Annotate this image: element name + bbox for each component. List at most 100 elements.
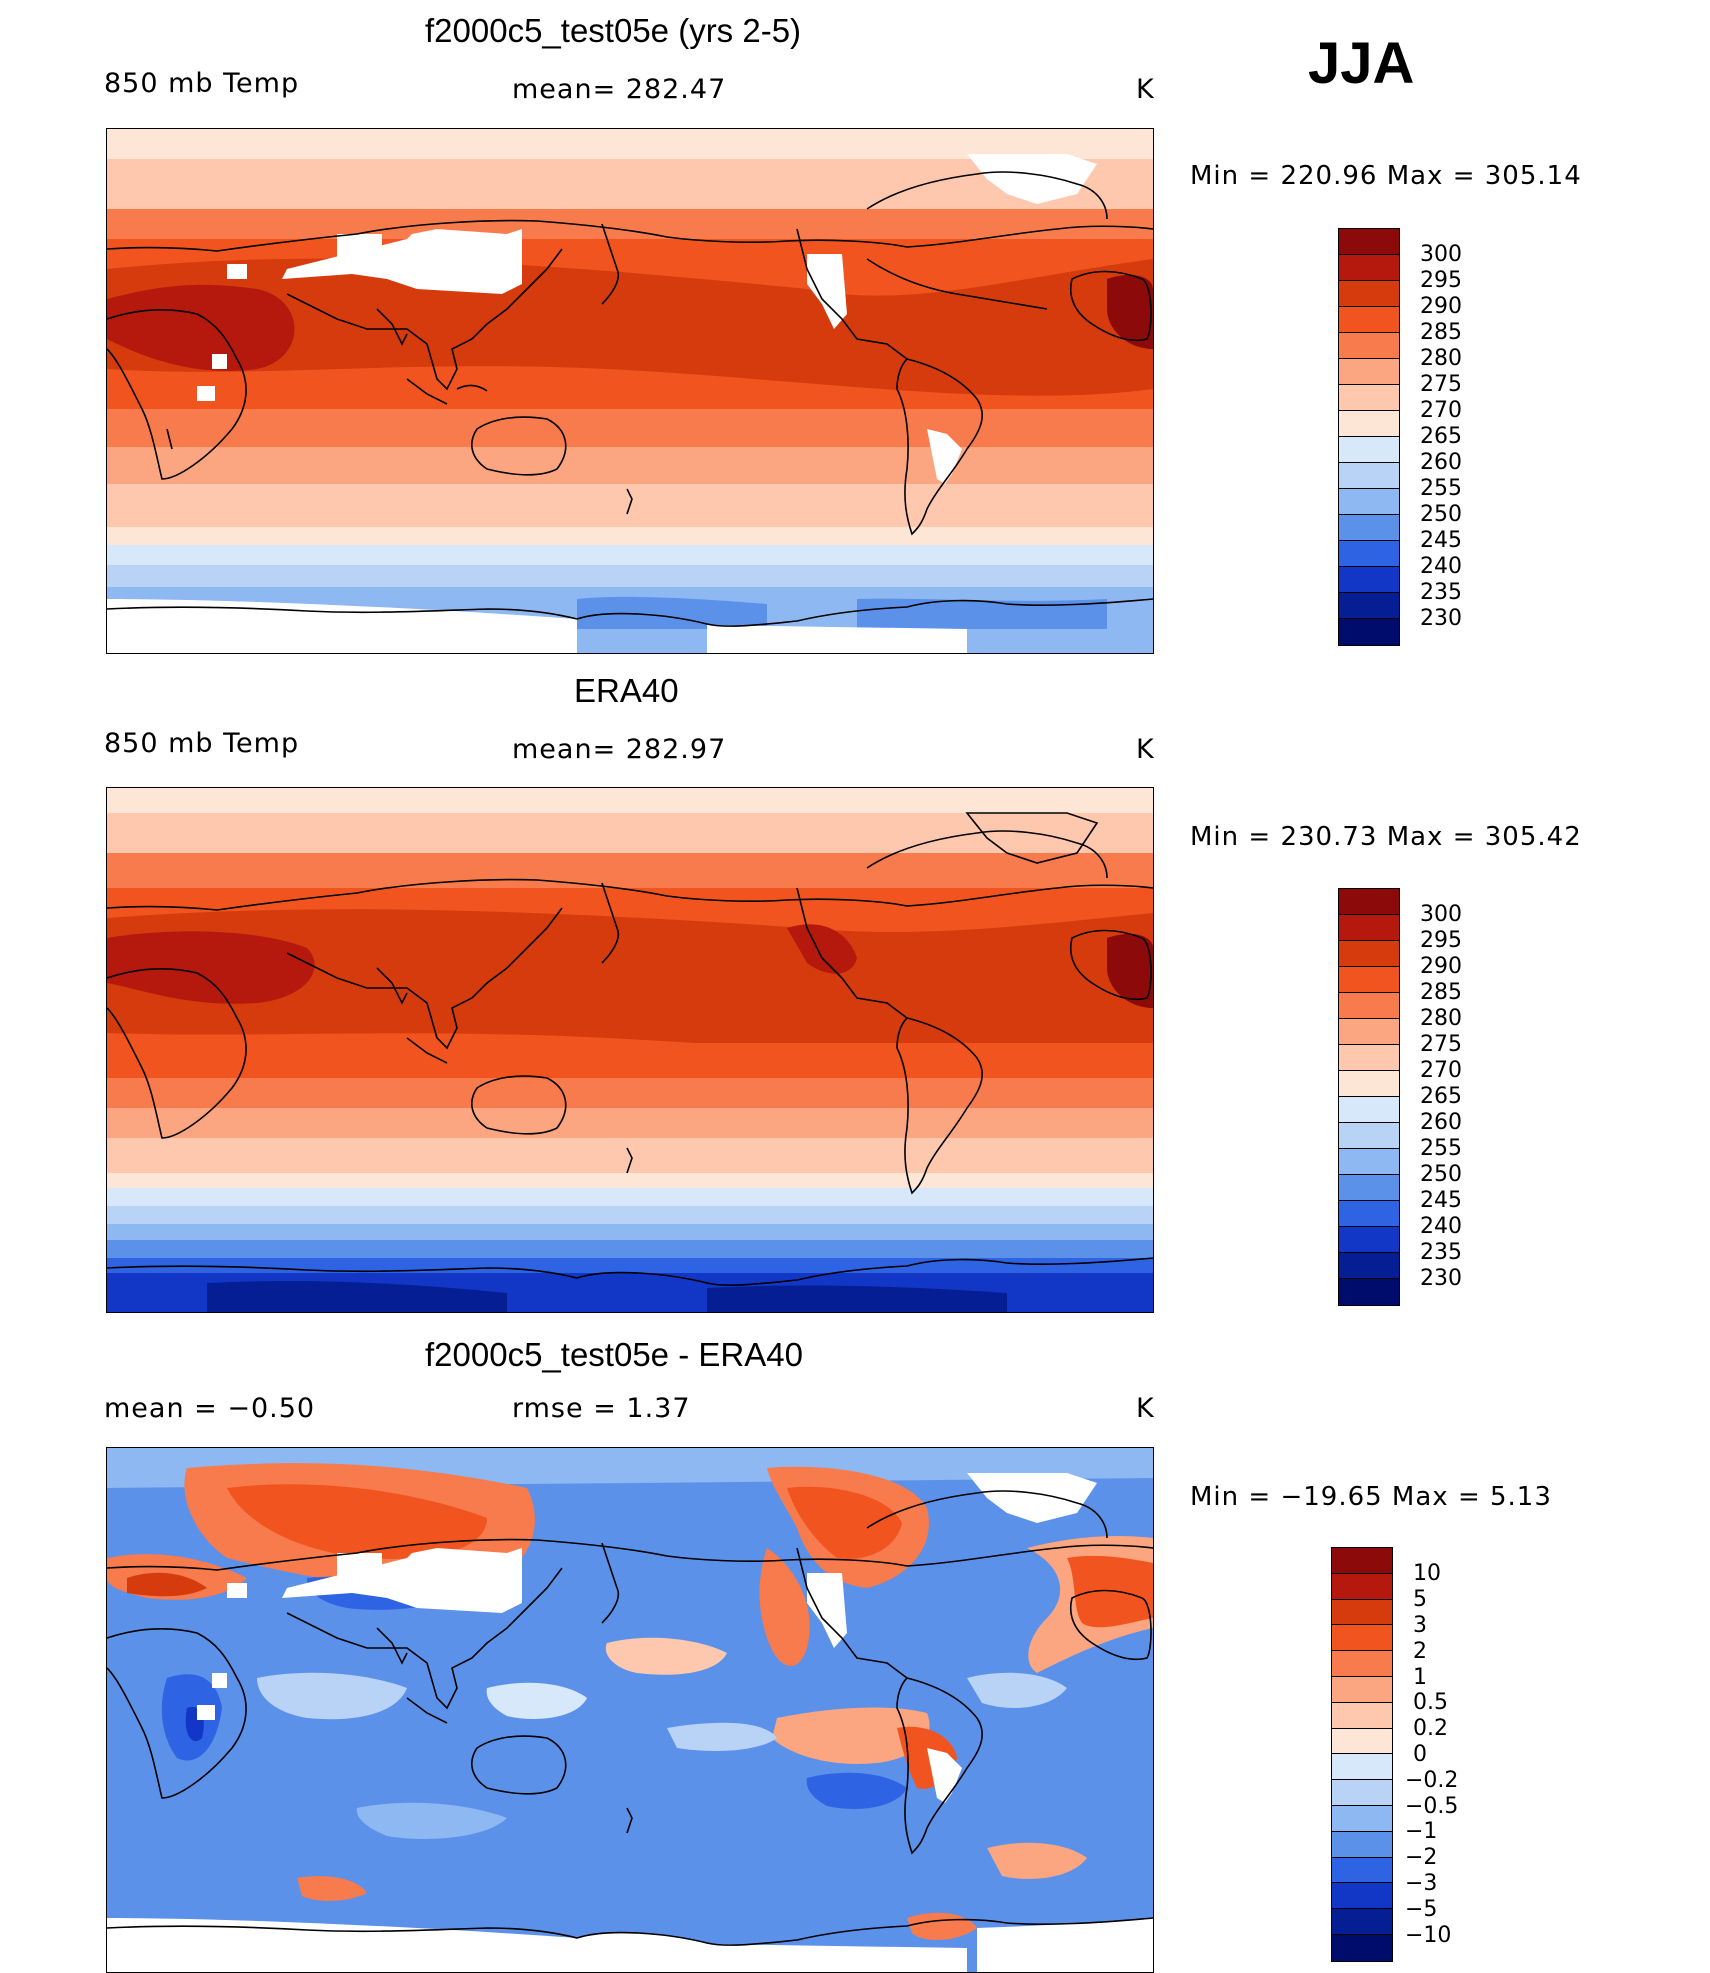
panel-1-title: f2000c5_test05e (yrs 2-5) — [425, 12, 802, 49]
colorbar-swatch — [1339, 1175, 1399, 1201]
panel-2-colorbar — [1338, 888, 1400, 1306]
panel-1-colorbar — [1338, 228, 1400, 646]
colorbar-tick-label: 280 — [1420, 1006, 1462, 1031]
colorbar-swatch — [1339, 281, 1399, 307]
colorbar-swatch — [1332, 1831, 1392, 1858]
colorbar-tick-label: −0.2 — [1405, 1768, 1459, 1793]
colorbar-tick-label: 270 — [1420, 398, 1462, 423]
colorbar-tick-label: 255 — [1420, 476, 1462, 501]
colorbar-swatch — [1339, 333, 1399, 359]
colorbar-swatch — [1332, 1934, 1392, 1961]
colorbar-swatch — [1332, 1573, 1392, 1600]
colorbar-swatch — [1332, 1651, 1392, 1677]
colorbar-tick-label: 1 — [1413, 1665, 1427, 1690]
colorbar-swatch — [1339, 941, 1399, 967]
colorbar-swatch — [1332, 1883, 1392, 1910]
panel-1-mean-label: mean= 282.47 — [512, 74, 727, 105]
colorbar-swatch — [1332, 1625, 1392, 1652]
colorbar-swatch — [1339, 1253, 1399, 1279]
panel-1-units-label: K — [1136, 74, 1155, 105]
colorbar-swatch — [1339, 255, 1399, 281]
colorbar-tick-label: 260 — [1420, 1110, 1462, 1135]
colorbar-tick-label: 10 — [1413, 1561, 1441, 1586]
colorbar-swatch — [1339, 619, 1399, 645]
panel-1-map-field — [107, 129, 1153, 653]
colorbar-swatch — [1332, 1702, 1392, 1729]
panel-3-units-label: K — [1136, 1393, 1155, 1424]
colorbar-tick-label: 240 — [1420, 554, 1462, 579]
colorbar-swatch — [1339, 593, 1399, 619]
colorbar-tick-label: 295 — [1420, 928, 1462, 953]
colorbar-tick-label: 260 — [1420, 450, 1462, 475]
colorbar-tick-label: −0.5 — [1405, 1794, 1459, 1819]
panel-1-variable-label: 850 mb Temp — [104, 68, 300, 99]
colorbar-tick-label: 235 — [1420, 1240, 1462, 1265]
colorbar-swatch — [1339, 229, 1399, 255]
colorbar-swatch — [1332, 1805, 1392, 1832]
panel-1-minmax: Min = 220.96 Max = 305.14 — [1190, 161, 1582, 191]
colorbar-tick-label: 5 — [1413, 1587, 1427, 1612]
panel-2-variable-label: 850 mb Temp — [104, 728, 300, 759]
colorbar-swatch — [1339, 1123, 1399, 1149]
colorbar-swatch — [1332, 1754, 1392, 1781]
panel-2-mean-label: mean= 282.97 — [512, 734, 727, 765]
colorbar-swatch — [1332, 1857, 1392, 1884]
colorbar-swatch — [1339, 1071, 1399, 1097]
colorbar-swatch — [1339, 1201, 1399, 1227]
colorbar-swatch — [1339, 515, 1399, 541]
season-label: JJA — [1308, 31, 1415, 96]
colorbar-tick-label: 250 — [1420, 1162, 1462, 1187]
colorbar-tick-label: 290 — [1420, 954, 1462, 979]
colorbar-swatch — [1339, 437, 1399, 463]
panel-3-rmse-label: rmse = 1.37 — [512, 1393, 691, 1424]
colorbar-tick-label: 300 — [1420, 242, 1462, 267]
colorbar-swatch — [1332, 1780, 1392, 1806]
colorbar-tick-label: 245 — [1420, 528, 1462, 553]
colorbar-swatch — [1339, 915, 1399, 941]
colorbar-swatch — [1332, 1909, 1392, 1935]
colorbar-tick-label: −3 — [1405, 1871, 1438, 1896]
panel-3-minmax: Min = −19.65 Max = 5.13 — [1190, 1482, 1552, 1512]
colorbar-tick-label: 290 — [1420, 294, 1462, 319]
colorbar-tick-label: 240 — [1420, 1214, 1462, 1239]
colorbar-swatch — [1339, 993, 1399, 1019]
colorbar-swatch — [1339, 967, 1399, 993]
panel-3-mean-label: mean = −0.50 — [104, 1393, 316, 1424]
colorbar-swatch — [1339, 489, 1399, 515]
colorbar-tick-label: −1 — [1405, 1819, 1438, 1844]
colorbar-swatch — [1339, 463, 1399, 489]
colorbar-swatch — [1339, 307, 1399, 333]
panel-2-map — [106, 787, 1154, 1313]
colorbar-tick-label: 300 — [1420, 902, 1462, 927]
colorbar-tick-label: 275 — [1420, 1032, 1462, 1057]
colorbar-tick-label: 265 — [1420, 424, 1462, 449]
colorbar-swatch — [1339, 541, 1399, 567]
colorbar-tick-label: 265 — [1420, 1084, 1462, 1109]
colorbar-swatch — [1339, 359, 1399, 385]
colorbar-tick-label: 0 — [1413, 1742, 1427, 1767]
colorbar-tick-label: −2 — [1405, 1845, 1438, 1870]
colorbar-tick-label: 0.5 — [1413, 1690, 1448, 1715]
colorbar-swatch — [1339, 1019, 1399, 1045]
colorbar-tick-label: 275 — [1420, 372, 1462, 397]
colorbar-tick-label: 2 — [1413, 1639, 1427, 1664]
colorbar-swatch — [1339, 1227, 1399, 1253]
colorbar-tick-label: 0.2 — [1413, 1716, 1448, 1741]
panel-3-map — [106, 1447, 1154, 1973]
colorbar-tick-label: 230 — [1420, 606, 1462, 631]
colorbar-swatch — [1332, 1728, 1392, 1755]
colorbar-swatch — [1332, 1599, 1392, 1626]
colorbar-tick-label: 3 — [1413, 1613, 1427, 1638]
colorbar-swatch — [1339, 567, 1399, 593]
colorbar-swatch — [1332, 1548, 1392, 1574]
colorbar-tick-label: 295 — [1420, 268, 1462, 293]
colorbar-swatch — [1339, 889, 1399, 915]
colorbar-swatch — [1339, 1097, 1399, 1123]
colorbar-tick-label: 285 — [1420, 320, 1462, 345]
panel-2-minmax: Min = 230.73 Max = 305.42 — [1190, 822, 1582, 852]
colorbar-tick-label: 255 — [1420, 1136, 1462, 1161]
colorbar-swatch — [1339, 385, 1399, 411]
colorbar-swatch — [1339, 1045, 1399, 1071]
colorbar-tick-label: 285 — [1420, 980, 1462, 1005]
panel-1-map — [106, 128, 1154, 654]
